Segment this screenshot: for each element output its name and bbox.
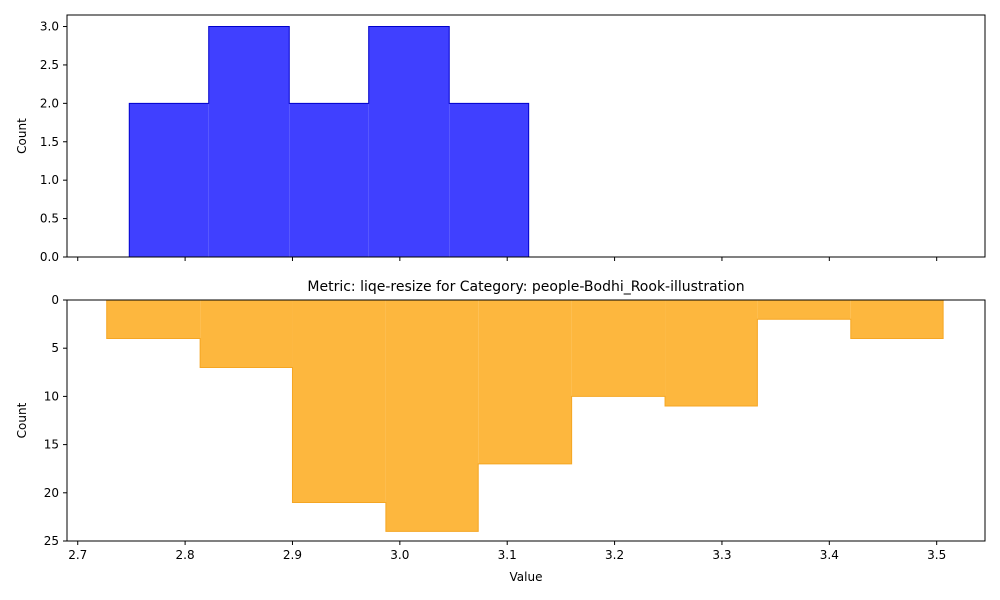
bottom-histogram-bar	[665, 300, 758, 407]
bottom-histogram-panel: Metric: liqe-resize for Category: people…	[15, 279, 986, 584]
bottom-axes-frame	[66, 299, 986, 542]
bottom-x-axis-label: Value	[510, 570, 543, 584]
bottom-y-axis-label: Count	[15, 402, 29, 438]
bottom-histogram-bar	[106, 300, 201, 339]
top-histogram-outline	[128, 26, 530, 257]
bottom-x-tick-label: 3.1	[498, 548, 517, 562]
bottom-y-tick-label: 25	[44, 534, 59, 548]
top-histogram-bar	[289, 103, 369, 257]
bottom-chart-title: Metric: liqe-resize for Category: people…	[307, 279, 744, 295]
bottom-x-tick-label: 2.7	[68, 548, 87, 562]
top-y-tick-label: 1.0	[40, 173, 59, 187]
bottom-y-tick-label: 5	[51, 341, 59, 355]
top-y-tick-label: 2.0	[40, 96, 59, 110]
bottom-y-tick-label: 10	[44, 389, 59, 403]
bottom-histogram-bar	[571, 300, 666, 397]
top-histogram-bar	[129, 103, 209, 257]
bottom-x-tick-label: 3.4	[820, 548, 839, 562]
top-y-tick-label: 0.0	[40, 250, 59, 264]
bottom-histogram-outline	[106, 300, 944, 532]
top-histogram-panel: Count 0.0 0.5 1.0 1.5 2.0 2.5 3.0	[15, 14, 986, 264]
top-histogram-bar	[449, 103, 529, 257]
bottom-x-tick-label: 3.0	[390, 548, 409, 562]
bottom-x-tick-label: 3.5	[927, 548, 946, 562]
bottom-y-tick-label: 15	[44, 438, 59, 452]
bottom-y-tick-label: 20	[44, 486, 59, 500]
top-y-tick-label: 1.5	[40, 135, 59, 149]
top-y-tick-label: 3.0	[40, 20, 59, 34]
bottom-x-tick-label: 3.2	[605, 548, 624, 562]
bottom-x-tick-label: 3.3	[712, 548, 731, 562]
top-histogram-bar	[208, 26, 290, 258]
top-axes-frame	[66, 14, 986, 258]
bottom-histogram-bar	[478, 300, 572, 464]
top-histogram-bar	[368, 26, 450, 258]
bottom-histogram-bar	[385, 300, 479, 532]
bottom-histogram-bar	[850, 300, 944, 339]
bottom-histogram-bar	[757, 300, 851, 320]
top-y-axis-label: Count	[15, 118, 29, 154]
bottom-y-tick-label: 0	[51, 293, 59, 307]
bottom-histogram-bar	[292, 300, 386, 503]
bottom-x-tick-label: 2.9	[283, 548, 302, 562]
top-y-tick-label: 2.5	[40, 58, 59, 72]
top-y-tick-label: 0.5	[40, 212, 59, 226]
bottom-histogram-bar	[200, 300, 293, 368]
bottom-x-tick-label: 2.8	[176, 548, 195, 562]
